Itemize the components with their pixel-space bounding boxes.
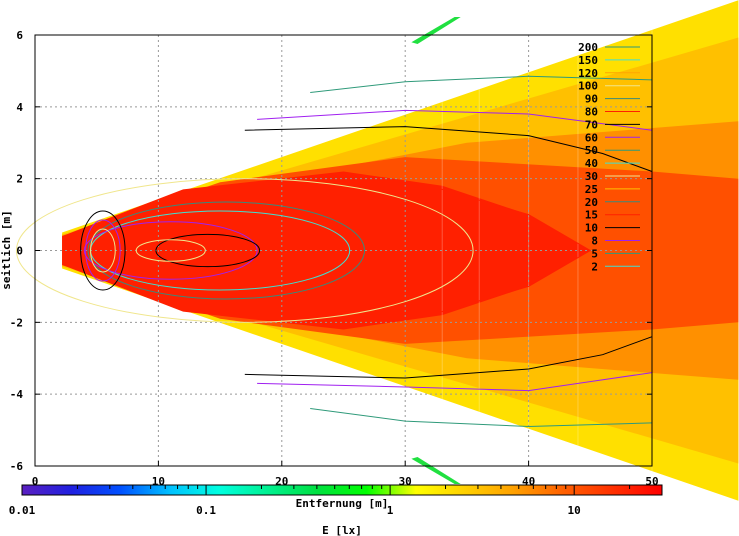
- y-tick-label: -4: [10, 388, 24, 401]
- colorbar-label: E [lx]: [322, 524, 362, 536]
- contour-line-10: [244, 336, 653, 379]
- colorbar-tick-label: 0.1: [196, 504, 216, 517]
- heat-patch-green: [411, 17, 461, 44]
- legend-label: 60: [585, 131, 598, 144]
- legend-label: 20: [585, 196, 598, 209]
- legend-label: 70: [585, 118, 598, 131]
- legend-label: 40: [585, 157, 598, 170]
- y-axis-label: seitlich [m]: [0, 210, 13, 289]
- y-tick-label: -2: [10, 316, 23, 329]
- legend-label: 200: [578, 41, 598, 54]
- colorbar-tick-label: 10: [568, 504, 581, 517]
- legend-label: 8: [591, 235, 598, 248]
- y-tick-label: -6: [10, 460, 24, 473]
- x-axis-ticks: 0 10 20 30 40 50: [32, 461, 659, 488]
- contour-lines: [15, 75, 653, 428]
- legend-label: 120: [578, 67, 598, 80]
- contour-line-5: [310, 408, 653, 428]
- legend-label: 10: [585, 222, 598, 235]
- contour-line-5: [310, 75, 653, 93]
- legend-label: 100: [578, 80, 598, 93]
- colorbar-tick-label: 1: [387, 504, 394, 517]
- contour-loop-60: [83, 221, 258, 280]
- contour-line-8: [257, 109, 653, 131]
- legend-label: 80: [585, 106, 598, 119]
- colorbar: 0.01 0.1 1 10: [9, 484, 663, 517]
- x-axis-label: Entfernung [m]: [296, 497, 389, 510]
- contour-line-8: [257, 372, 653, 392]
- contour-loop-30: [15, 178, 474, 323]
- x-tick-label: 0: [32, 475, 39, 488]
- y-tick-label: 6: [16, 29, 23, 42]
- contour-loop-70: [80, 210, 126, 291]
- legend-label: 2: [591, 260, 598, 273]
- legend-label: 30: [585, 170, 598, 183]
- legend-label: 5: [591, 247, 598, 260]
- y-tick-label: 2: [16, 173, 23, 186]
- y-tick-label: 4: [16, 101, 23, 114]
- contour-loop-20: [87, 201, 365, 300]
- legend-label: 150: [578, 54, 598, 67]
- contour-line-10: [244, 126, 653, 172]
- legend-label: 15: [585, 209, 598, 222]
- legend-label: 90: [585, 93, 598, 106]
- legend-label: 50: [585, 144, 598, 157]
- legend-label: 25: [585, 183, 598, 196]
- heat-patch-green: [411, 457, 461, 484]
- contour-loop-100: [90, 228, 116, 273]
- grid-lines: [35, 35, 652, 466]
- contour-loop-100: [135, 239, 206, 262]
- contour-loop-60: [85, 219, 121, 282]
- y-tick-label: 0: [16, 245, 23, 258]
- colorbar-tick-label: 0.01: [9, 504, 36, 517]
- contour-line-15: [318, 181, 592, 320]
- contour-loop-70: [155, 233, 261, 268]
